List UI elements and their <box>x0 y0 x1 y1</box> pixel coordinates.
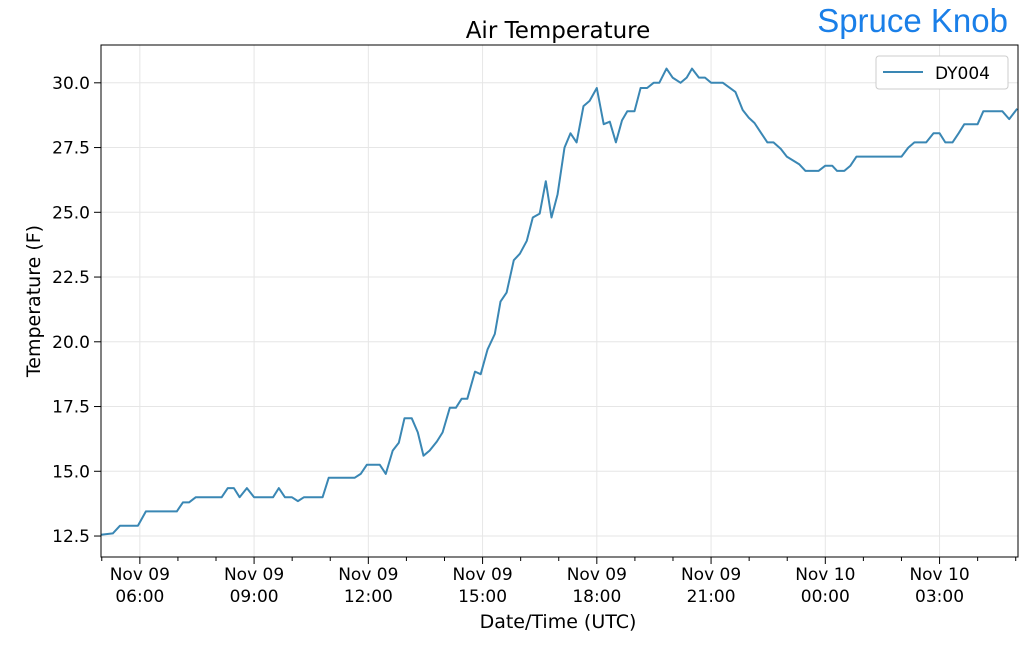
series-line-dy004 <box>100 67 1018 536</box>
station-name: Spruce Knob <box>817 2 1008 39</box>
chart-title: Air Temperature <box>466 18 651 44</box>
x-tick-label-time: 18:00 <box>572 587 621 607</box>
series-layer <box>100 67 1018 536</box>
plot-frame <box>100 44 1019 558</box>
grid <box>101 45 1018 557</box>
y-tick-label: 27.5 <box>52 139 90 159</box>
x-tick-label-date: Nov 09 <box>681 565 741 585</box>
x-tick-label-time: 12:00 <box>344 587 393 607</box>
legend: DY004 <box>875 55 1009 90</box>
x-tick-label-time: 09:00 <box>230 587 279 607</box>
x-tick-label-time: 06:00 <box>115 587 164 607</box>
x-tick-label-date: Nov 09 <box>110 565 170 585</box>
y-axis: 12.5 15.0 17.5 20.0 22.5 25.0 27.5 30.0 <box>52 74 101 547</box>
x-tick-label-date: Nov 09 <box>338 565 398 585</box>
y-tick-label: 12.5 <box>52 527 90 547</box>
y-tick-label: 22.5 <box>52 268 90 288</box>
x-tick-label-date: Nov 10 <box>909 565 969 585</box>
legend-label: DY004 <box>935 64 990 84</box>
y-tick-label: 17.5 <box>52 398 90 418</box>
x-tick-label-date: Nov 09 <box>452 565 512 585</box>
y-tick-label: 20.0 <box>52 333 90 353</box>
y-tick-label: 15.0 <box>52 462 90 482</box>
legend-box <box>875 55 1009 90</box>
y-tick-label: 30.0 <box>52 74 90 94</box>
x-tick-label-date: Nov 09 <box>567 565 627 585</box>
x-tick-label-time: 21:00 <box>687 587 736 607</box>
x-tick-label-date: Nov 10 <box>795 565 855 585</box>
x-tick-label-time: 15:00 <box>458 587 507 607</box>
y-tick-label: 25.0 <box>52 203 90 223</box>
x-axis-label: Date/Time (UTC) <box>480 611 637 633</box>
y-axis-label: Temperature (F) <box>23 225 45 378</box>
x-tick-label-time: 03:00 <box>915 587 964 607</box>
x-tick-label-time: 00:00 <box>801 587 850 607</box>
x-tick-label-date: Nov 09 <box>224 565 284 585</box>
